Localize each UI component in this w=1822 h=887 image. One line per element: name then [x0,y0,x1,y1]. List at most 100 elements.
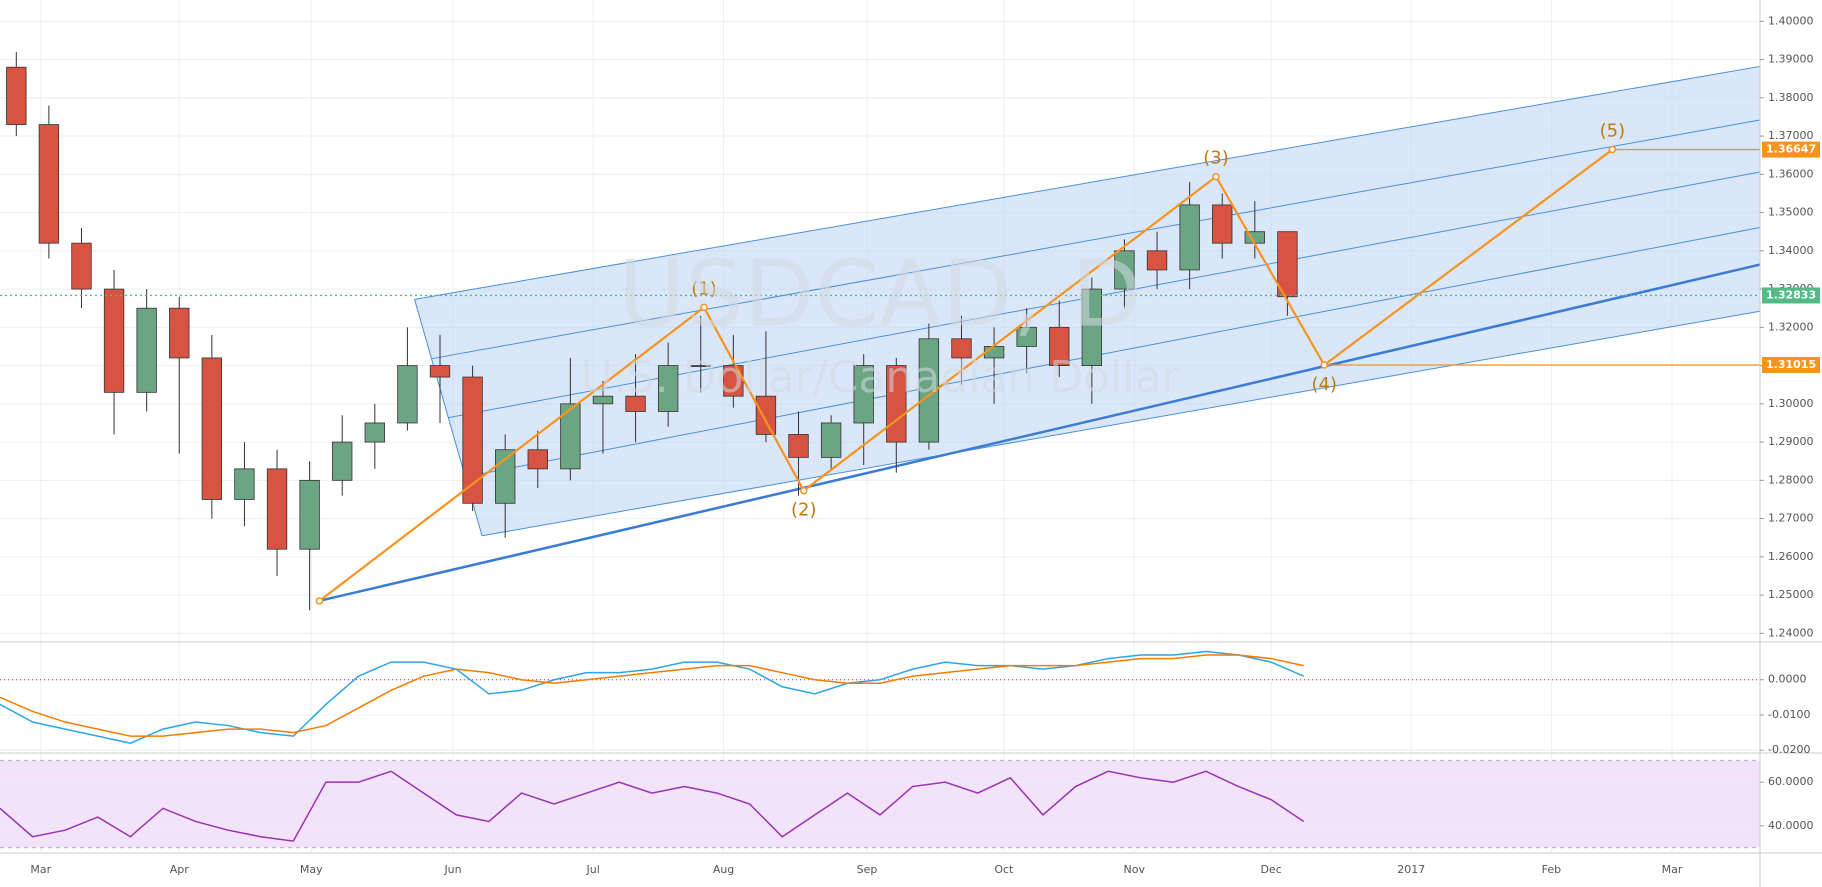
candle-body [6,66,27,125]
x-tick-label: Dec [1260,863,1281,876]
y-tick-label: 1.27000 [1768,512,1814,525]
candle-body [755,395,777,435]
y-tick-label: -0.0200 [1768,743,1810,756]
wave-point [315,597,324,605]
watermark-title: USDCAD, D [618,240,1142,347]
candle-body [1016,326,1037,347]
candle-body [1212,204,1233,244]
candle-body [332,441,353,481]
y-tick-label: -0.0100 [1768,708,1810,721]
candle-body [201,357,223,500]
x-tick-label: Aug [713,863,734,876]
wave-label: (2) [791,500,817,521]
x-tick-label: Jul [586,863,600,876]
wave-point [1320,361,1328,369]
wave-line [318,148,1614,602]
candle-body [266,468,288,550]
x-tick-label: Sep [857,863,878,876]
price-label: 1.32833 [1766,288,1816,301]
y-tick-label: 1.28000 [1768,473,1814,486]
wave-point [700,303,708,312]
y-tick-label: 1.24000 [1768,626,1814,639]
candle-body [690,365,711,367]
candle-body [364,422,385,443]
candle-body [918,338,940,443]
candle-body [169,307,190,359]
y-tick-label: 1.30000 [1768,397,1814,410]
price-label-box [1762,357,1820,374]
candle-body [657,365,679,412]
y-tick-label: 1.25000 [1768,588,1814,601]
y-tick-label: 0.0000 [1768,673,1807,686]
y-tick-label: 60.0000 [1768,775,1814,788]
candle-body [853,365,874,424]
channel-line [465,226,1761,478]
candle-body [38,124,60,244]
channel-line [414,65,1761,300]
candle-body [397,365,418,424]
y-tick-label: 1.38000 [1768,91,1814,104]
price-label: 1.36647 [1766,143,1816,156]
candle-body [527,449,548,470]
y-tick-label: 1.29000 [1768,435,1814,448]
x-tick-label: Oct [994,863,1014,876]
x-tick-label: Jun [443,863,461,876]
indicator-line [0,650,1304,744]
x-tick-label: 2017 [1397,863,1425,876]
candle-body [1179,204,1200,271]
candle-body [1277,231,1298,298]
indicator-line [0,654,1304,737]
y-tick-label: 1.32000 [1768,320,1814,333]
watermark-subtitle: U.S. Dollar/Canadian Dollar [580,352,1180,403]
x-tick-label: Mar [1662,863,1683,876]
y-tick-label: 40.0000 [1768,819,1814,832]
x-tick-label: Feb [1542,863,1561,876]
x-tick-label: Mar [30,863,51,876]
candle-body [625,395,646,412]
y-tick-label: 1.35000 [1768,206,1814,219]
x-tick-label: Apr [170,863,190,876]
wave-point [1212,172,1220,181]
candle-body [103,288,125,393]
channel-line [481,310,1761,537]
wave-label: (4) [1311,374,1337,395]
candle-body [136,307,157,393]
wave-label: (3) [1203,148,1229,169]
trendline [319,263,1761,603]
y-tick-label: 1.39000 [1768,53,1814,66]
channel-line [431,119,1761,360]
wave-point [1608,145,1617,154]
candle-body [429,365,451,378]
y-tick-label: 1.26000 [1768,550,1814,563]
candle-body [592,395,614,405]
candle-body [1049,326,1070,366]
x-tick-label: Nov [1123,863,1145,876]
price-label-box [1762,141,1820,158]
y-tick-label: 1.34000 [1768,244,1814,257]
y-tick-label: 1.40000 [1768,14,1814,27]
candle-body [951,338,972,359]
candle-body [1146,250,1168,271]
candle-body [234,468,255,500]
indicator-line [0,770,1305,842]
plot-layer: (1) (2) (3) (4) (5) [0,0,1761,852]
rsi-band [0,760,1760,848]
candle-body [820,422,842,458]
candle-body [1081,288,1103,366]
y-tick-label: 1.36000 [1768,167,1814,180]
candle-body [462,376,483,504]
wave-label: (5) [1600,121,1626,142]
price-label: 1.31015 [1766,358,1816,371]
candle-body [71,242,92,290]
price-label-box [1762,287,1820,304]
candle-body [1114,250,1135,290]
y-tick-label: 1.37000 [1768,129,1814,142]
candle-body [299,479,320,550]
candle-body [788,434,809,458]
wave-label: (1) [691,278,717,299]
wave-point [799,486,808,495]
candle-body [560,403,581,470]
x-tick-label: May [300,863,323,876]
